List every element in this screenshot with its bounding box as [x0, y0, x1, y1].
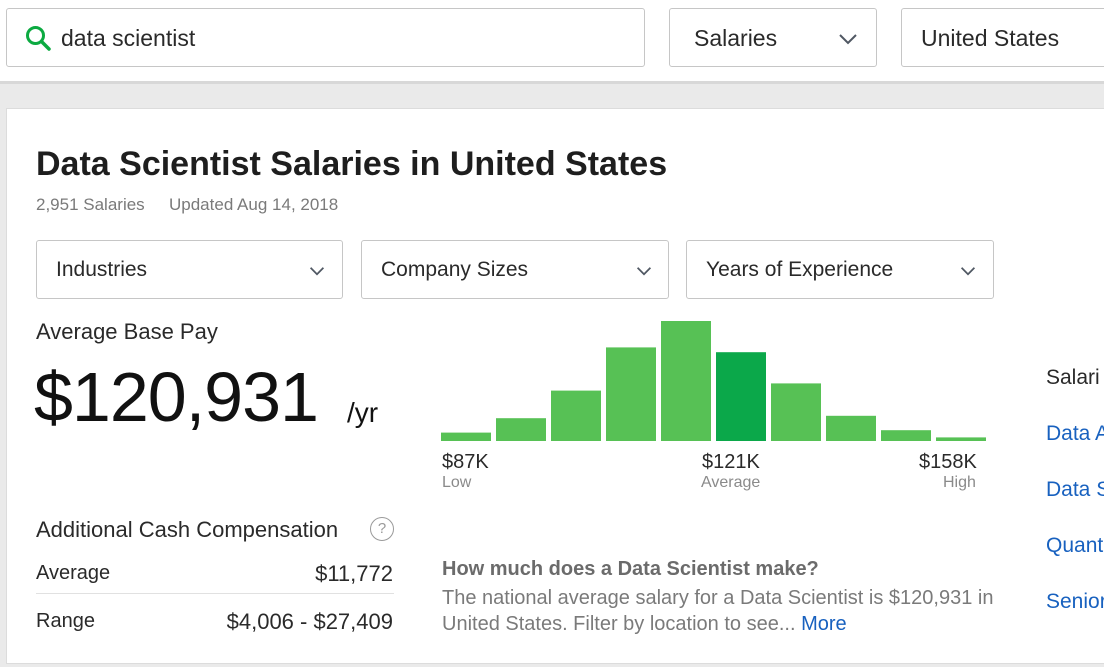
chevron-down-icon	[839, 34, 857, 45]
histogram-bar	[551, 390, 601, 441]
salary-question-body: The national average salary for a Data S…	[442, 585, 1002, 637]
location-input[interactable]: United States	[901, 8, 1104, 67]
histogram-bar	[936, 437, 986, 441]
hist-average-label: Average	[701, 474, 761, 491]
additional-cash-label: Additional Cash Compensation	[36, 517, 339, 542]
cash-range-label: Range	[36, 610, 95, 632]
search-icon	[26, 26, 51, 51]
hist-low-value: $87K	[442, 451, 489, 473]
search-input[interactable]: data scientist	[6, 8, 645, 67]
salary-question-text: The national average salary for a Data S…	[442, 587, 994, 635]
chevron-down-icon	[309, 267, 325, 276]
row-divider	[36, 593, 394, 594]
chevron-down-icon	[960, 267, 976, 276]
search-query: data scientist	[61, 25, 196, 51]
salary-count: 2,951 Salaries	[36, 195, 145, 214]
top-search-bar: data scientist Salaries United States	[0, 0, 1104, 84]
page-title: Data Scientist Salaries in United States	[36, 145, 668, 183]
related-salaries-title: Salari	[1046, 366, 1100, 389]
category-select-value: Salaries	[694, 25, 778, 51]
years-of-experience-filter[interactable]: Years of Experience	[686, 240, 994, 299]
hist-average-value: $121K	[702, 451, 760, 473]
salary-card: Data Scientist Salaries in United States…	[6, 108, 1104, 664]
related-link-senior[interactable]: Senior	[1046, 590, 1104, 613]
hist-high-label: High	[943, 474, 976, 491]
histogram-bar	[881, 430, 931, 441]
histogram-bar	[441, 432, 491, 441]
category-select[interactable]: Salaries	[669, 8, 877, 67]
histogram-bar	[771, 383, 821, 441]
related-link-quant[interactable]: Quant	[1046, 534, 1104, 557]
updated-date: Updated Aug 14, 2018	[169, 195, 339, 214]
hist-low-label: Low	[442, 474, 472, 491]
years-of-experience-filter-label: Years of Experience	[706, 258, 894, 281]
histogram-bar	[606, 347, 656, 441]
histogram-bar	[496, 418, 546, 441]
help-icon[interactable]: ?	[370, 517, 394, 541]
company-sizes-filter-label: Company Sizes	[381, 258, 529, 281]
average-base-pay-label: Average Base Pay	[36, 319, 218, 344]
hist-high-value: $158K	[919, 451, 977, 473]
related-link-data-analyst[interactable]: Data A	[1046, 422, 1104, 445]
chevron-down-icon	[636, 267, 652, 276]
salary-histogram	[441, 321, 986, 441]
cash-range-value: $4,006 - $27,409	[226, 609, 393, 634]
histogram-bar	[826, 415, 876, 441]
industries-filter-label: Industries	[56, 258, 148, 281]
related-link-data-scientist[interactable]: Data S	[1046, 478, 1104, 501]
histogram-bar-average	[716, 352, 766, 441]
company-sizes-filter[interactable]: Company Sizes	[361, 240, 669, 299]
more-link[interactable]: More	[801, 613, 847, 635]
histogram-bar	[661, 321, 711, 441]
salary-question-title: How much does a Data Scientist make?	[442, 558, 819, 580]
location-value: United States	[921, 25, 1060, 51]
cash-average-value: $11,772	[315, 561, 393, 586]
average-base-pay-unit: /yr	[347, 397, 379, 428]
average-base-pay-value: $120,931	[34, 358, 319, 436]
industries-filter[interactable]: Industries	[36, 240, 343, 299]
cash-average-label: Average	[36, 562, 111, 584]
